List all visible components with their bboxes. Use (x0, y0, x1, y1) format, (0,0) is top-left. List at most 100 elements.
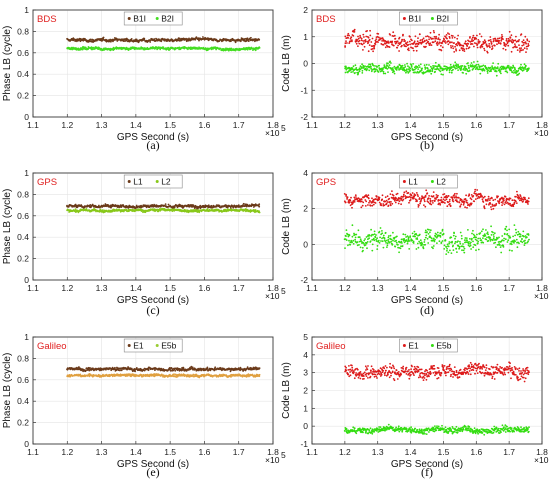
data-point (467, 242, 470, 245)
data-point (398, 64, 401, 66)
data-point (472, 67, 475, 70)
data-point (365, 242, 368, 245)
data-point (440, 241, 443, 244)
data-point (495, 204, 497, 206)
y-tick-label: 0.4 (17, 396, 29, 406)
data-point (234, 41, 237, 44)
x-multiplier: ×10 (265, 291, 280, 301)
data-point (429, 69, 432, 71)
data-point (358, 236, 361, 239)
data-point (413, 197, 415, 200)
data-point (350, 201, 353, 204)
data-point (468, 69, 471, 72)
data-point (367, 204, 369, 206)
data-point (474, 188, 477, 191)
data-point (408, 240, 411, 242)
data-point (469, 197, 472, 200)
data-point (158, 38, 160, 41)
data-point (418, 234, 421, 237)
data-point (425, 45, 427, 48)
data-point (416, 242, 419, 245)
data-point (91, 48, 94, 51)
x-tick-label: 1.7 (233, 283, 245, 293)
series-upper (66, 365, 261, 373)
system-label: GPS (37, 177, 57, 188)
data-point (258, 205, 261, 208)
data-point (384, 46, 387, 49)
data-point (402, 34, 404, 37)
data-point (393, 34, 396, 37)
data-point (394, 245, 397, 248)
data-point (454, 67, 457, 70)
data-point (407, 236, 410, 239)
data-point (417, 195, 419, 198)
data-point (522, 230, 525, 233)
data-point (446, 205, 449, 208)
data-point (376, 65, 378, 68)
data-point (476, 66, 479, 68)
x-tick-label: 1.1 (306, 283, 318, 293)
data-point (389, 204, 392, 207)
data-point (369, 29, 371, 32)
data-point (465, 47, 468, 50)
data-point (99, 367, 102, 370)
data-point (433, 199, 436, 202)
series-lower (66, 207, 261, 214)
data-point (417, 37, 419, 39)
data-point (377, 33, 380, 35)
data-point (481, 196, 483, 198)
panel-e: 1.1 1.2 1.3 1.4 1.5 1.6 1.7 1.800.20.40.60.81Ga… (2, 332, 286, 479)
panel-a: 1.1 1.2 1.3 1.4 1.5 1.6 1.7 1.800.20.40.60.81BD… (2, 5, 286, 152)
data-point (489, 36, 492, 38)
data-point (464, 40, 467, 43)
data-point (369, 200, 371, 202)
data-point (475, 236, 478, 239)
data-point (449, 203, 451, 205)
data-point (409, 69, 412, 72)
y-tick-label: 0 (24, 275, 29, 285)
legend-label: B1I (408, 14, 421, 24)
data-point (521, 238, 523, 241)
legend-label: L1 (408, 177, 418, 187)
data-point (448, 198, 451, 201)
data-point (432, 191, 435, 194)
data-point (451, 45, 454, 47)
data-point (514, 228, 517, 231)
data-point (503, 43, 506, 46)
data-point (498, 202, 501, 205)
data-point (498, 236, 500, 239)
data-point (368, 234, 371, 237)
data-point (517, 194, 519, 197)
data-point (386, 65, 389, 67)
data-point (432, 247, 434, 250)
data-point (425, 189, 428, 192)
x-tick-label: 1.1 (27, 447, 39, 457)
data-point (241, 37, 244, 40)
data-point (382, 203, 385, 205)
data-point (490, 234, 493, 236)
data-point (488, 43, 491, 45)
data-point (514, 240, 516, 243)
data-point (199, 207, 202, 210)
data-point (411, 192, 414, 194)
data-point (364, 205, 367, 207)
data-point (504, 227, 507, 230)
y-tick-label: 0.2 (17, 91, 29, 101)
data-point (458, 42, 461, 45)
data-point (527, 43, 530, 45)
data-point (492, 199, 495, 202)
data-point (355, 196, 357, 198)
data-point (520, 33, 523, 36)
data-point (463, 251, 466, 254)
data-point (515, 35, 517, 38)
data-point (344, 42, 347, 45)
data-point (522, 39, 525, 42)
data-point (510, 34, 513, 37)
data-point (481, 45, 484, 48)
x-tick-label: 1.8 (536, 283, 548, 293)
data-point (408, 66, 411, 69)
legend-label: B1I (133, 14, 146, 24)
series-lower (344, 60, 530, 77)
data-point (514, 68, 516, 71)
